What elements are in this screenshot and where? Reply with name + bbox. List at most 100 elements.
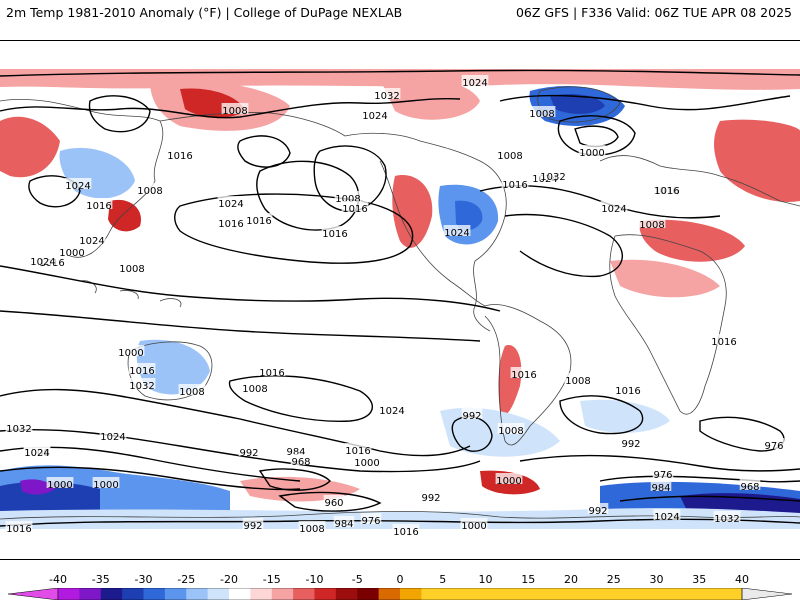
isobar-label-bg (392, 524, 420, 535)
colorbar-segment (250, 588, 273, 600)
isobar-label-bg (178, 384, 206, 395)
colorbar-segment (58, 588, 80, 600)
isobar-label-bg (600, 201, 628, 212)
isobar-label-bg (763, 438, 785, 449)
isobar-label: 1032 (6, 424, 31, 435)
colorbar-segment (571, 588, 593, 600)
anomaly-vcold-east-na (455, 200, 483, 231)
isobar-label: 976 (764, 441, 783, 452)
anomaly-warm-siberia (380, 76, 480, 120)
isobar-label: 1008 (335, 194, 360, 205)
isobar-contours (0, 69, 800, 527)
isobar-line (256, 160, 360, 231)
isobar-label: 1008 (497, 151, 522, 162)
colorbar-segment (229, 588, 251, 600)
colorbar-min-arrow (7, 588, 59, 600)
isobar-label: 1000 (354, 458, 379, 469)
isobar-line (499, 94, 791, 111)
isobar-label-bg (23, 445, 51, 456)
isobar-label-bg (323, 495, 345, 506)
isobar-label-bg (461, 75, 489, 86)
isobar-label-bg (638, 217, 666, 228)
colorbar-segment (720, 588, 743, 600)
isobar-line (0, 69, 800, 77)
colorbar-segment (335, 588, 358, 600)
colorbar-segment (122, 588, 144, 600)
isobar-line (0, 388, 471, 457)
colorbar-tick-label: 0 (396, 573, 404, 586)
isobar-label: 968 (740, 482, 759, 493)
colorbar-tick-label: -10 (305, 573, 324, 586)
isobar-label: 984 (334, 519, 353, 530)
isobar-label-bg (117, 345, 145, 356)
isobar-label-bg (46, 477, 74, 488)
colorbar-segment (635, 588, 657, 600)
colorbar-tick-labels: -40 -35 -30 -25 -20 -15 -10 -5 0 5 10 15 20 25 30 35 40 (0, 573, 800, 587)
colorbar-segment (528, 588, 551, 600)
model-run-label: 06Z GFS | F336 Valid: 06Z TUE APR 08 202… (515, 5, 792, 20)
isobar-label: 992 (239, 448, 258, 459)
isobar-label-bg (58, 245, 86, 256)
colorbar-tick-label: -15 (262, 573, 281, 586)
isobar-label-bg (510, 367, 538, 378)
isobar-labels: 1016102410321024100810161024101610161008… (5, 75, 785, 538)
isobar-label: 1016 (511, 370, 536, 381)
isobar-label: 1024 (444, 228, 469, 239)
isobar-label-bg (245, 213, 273, 224)
isobar-label: 1024 (218, 199, 243, 210)
isobar-label-bg (461, 408, 483, 419)
isobar-label-bg (99, 429, 127, 440)
isobar-label: 1016 (342, 204, 367, 215)
isobar-label-bg (334, 191, 362, 202)
isobar-label-bg (5, 421, 33, 432)
colorbar-outline (57, 588, 743, 600)
isobar-label: 1016 (345, 446, 370, 457)
colorbar-segment (485, 588, 508, 600)
isobar-label: 1008 (179, 387, 204, 398)
isobar-line (504, 213, 623, 278)
anomaly-warm-europe (0, 116, 60, 178)
isobar-label-bg (217, 196, 245, 207)
isobar-label-bg (420, 490, 442, 501)
isobar-label: 992 (588, 506, 607, 517)
isobar-label: 1008 (119, 264, 144, 275)
isobar-label: 1000 (59, 248, 84, 259)
colorbar-tick-label: -40 (49, 573, 67, 586)
coastline-south-america (484, 304, 572, 446)
isobar-line (0, 265, 501, 312)
isobar-line (0, 518, 800, 527)
isobar-label-bg (298, 521, 326, 532)
isobar-label: 1024 (654, 512, 679, 523)
isobar-line (0, 97, 461, 119)
anomaly-cold-indian-ocean (580, 399, 670, 433)
isobar-label-bg (564, 373, 592, 384)
colorbar-segment (357, 588, 380, 600)
isobar-label-bg (85, 198, 113, 209)
isobar-label-bg (217, 216, 245, 227)
isobar-label: 1000 (93, 480, 118, 491)
isobar-label-bg (360, 513, 382, 524)
colorbar-segment (378, 588, 401, 600)
anomaly-warm-china (108, 199, 141, 232)
isobar-line (258, 468, 331, 491)
map-title: 2m Temp 1981-2010 Anomaly (°F) | College… (6, 5, 403, 20)
isobar-label-bg (128, 363, 156, 374)
coastline-na-west (379, 160, 486, 307)
isobar-line (599, 475, 800, 483)
isobar-label-bg (501, 177, 529, 188)
colorbar-segment (699, 588, 722, 600)
isobar-label: 1024 (100, 432, 125, 443)
isobar-label: 1008 (565, 376, 590, 387)
colorbar-tick-label: 15 (521, 573, 536, 586)
isobar-label-bg (321, 226, 349, 237)
colorbar-segment (143, 588, 166, 600)
colorbar-tick-label: 35 (692, 573, 707, 586)
colorbar-segment (677, 588, 700, 600)
isobar-label: 1024 (65, 181, 90, 192)
isobar-label-bg (460, 518, 488, 529)
colorbar-segment (506, 588, 529, 600)
isobar-label: 976 (361, 516, 380, 527)
isobar-label: 1016 (167, 151, 192, 162)
isobar-label: 1016 (6, 524, 31, 535)
isobar-label-bg (290, 454, 312, 465)
